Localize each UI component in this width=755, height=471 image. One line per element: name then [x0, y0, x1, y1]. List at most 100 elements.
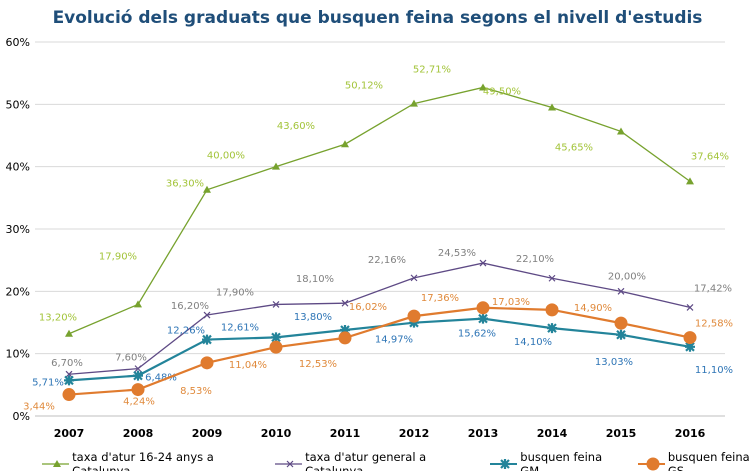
data-label: 11,04% — [229, 360, 267, 371]
legend-label: taxa d'atur general a Catalunya — [305, 450, 427, 471]
data-label: 17,03% — [492, 297, 530, 308]
x-marker — [134, 365, 142, 373]
circle-marker — [646, 457, 660, 471]
data-label: 5,71% — [32, 377, 64, 388]
x-marker — [410, 274, 418, 282]
star-marker — [500, 459, 511, 469]
x-tick-label: 2015 — [606, 427, 637, 440]
y-tick-label: 0% — [13, 410, 30, 423]
star-marker — [616, 329, 626, 340]
data-label: 49,50% — [483, 86, 521, 97]
star-marker — [478, 313, 488, 324]
series-2: 5,71% 6,48% 12,26% 12,61% 13,80% 14,97% 15,62%… — [32, 312, 733, 388]
star-marker — [202, 334, 212, 345]
x-marker — [65, 370, 73, 378]
legend-swatch — [274, 460, 303, 468]
y-tick-label: 30% — [6, 223, 30, 236]
series-line — [68, 262, 691, 375]
star-marker — [133, 370, 143, 381]
data-label: 4,24% — [123, 397, 155, 408]
triangle-marker — [548, 103, 556, 111]
data-label: 22,10% — [516, 254, 554, 265]
x-tick-label: 2008 — [123, 427, 154, 440]
legend: taxa d'atur 16-24 anys a Catalunya taxa d… — [40, 450, 755, 471]
legend-item: busquen feina GM — [488, 450, 610, 471]
data-label: 43,60% — [277, 121, 315, 132]
chart-title: Evolució dels graduats que busquen feina… — [52, 8, 703, 28]
x-tick-label: 2013 — [468, 427, 499, 440]
x-marker — [479, 259, 487, 267]
y-tick-label: 40% — [6, 161, 30, 174]
circle-marker — [683, 331, 697, 345]
series-3: 3,44% 4,24% 8,53% 11,04% 12,53% 16,02% 17,36% 1… — [23, 293, 733, 413]
triangle-marker — [134, 300, 142, 308]
data-label: 16,02% — [349, 302, 387, 313]
legend-item: busquen feina GS — [636, 450, 755, 471]
data-label: 18,10% — [296, 274, 334, 285]
data-label: 12,26% — [167, 326, 205, 337]
x-marker — [272, 300, 280, 308]
star-marker — [64, 375, 74, 386]
series-line — [68, 306, 691, 396]
triangle-marker — [53, 460, 61, 467]
series-0: 13,20% 17,90% 36,30% 40,00% 43,60% 50,12% 52,7… — [39, 64, 729, 337]
x-tick-label: 2007 — [54, 427, 85, 440]
data-label: 17,36% — [421, 293, 459, 304]
x-tick-label: 2010 — [261, 427, 292, 440]
data-label: 6,48% — [145, 373, 177, 384]
legend-label: busquen feina GM — [520, 450, 603, 471]
series-1: 6,70% 7,60% 16,20% 17,90% 18,10% 22,16% 24,53%… — [51, 248, 732, 378]
circle-marker — [338, 331, 352, 345]
data-label: 52,71% — [413, 64, 451, 75]
triangle-marker — [203, 185, 211, 193]
x-tick-label: 2014 — [537, 427, 568, 440]
x-marker — [548, 274, 556, 282]
data-label: 13,20% — [39, 313, 77, 324]
circle-marker — [62, 388, 76, 402]
triangle-marker — [410, 99, 418, 107]
y-tick-label: 60% — [6, 36, 30, 49]
data-label: 14,10% — [514, 337, 552, 348]
data-label: 17,90% — [99, 251, 137, 262]
data-label: 14,97% — [375, 335, 413, 346]
star-marker — [685, 341, 695, 352]
x-tick-label: 2011 — [330, 427, 361, 440]
data-label: 12,53% — [299, 359, 337, 370]
data-label: 17,90% — [216, 287, 254, 298]
data-label: 3,44% — [23, 402, 55, 413]
x-marker — [341, 299, 349, 307]
data-label: 24,53% — [438, 248, 476, 259]
triangle-marker — [617, 127, 625, 135]
star-marker — [547, 323, 557, 334]
legend-label: taxa d'atur 16-24 anys a Catalunya — [72, 450, 214, 471]
legend-item: taxa d'atur general a Catalunya — [273, 450, 462, 471]
legend-swatch — [637, 457, 665, 471]
data-label: 40,00% — [207, 151, 245, 162]
data-label: 16,20% — [171, 301, 209, 312]
data-label: 20,00% — [608, 271, 646, 282]
x-marker — [617, 287, 625, 295]
series-line — [68, 86, 691, 335]
data-label: 12,61% — [221, 322, 259, 333]
data-label: 17,42% — [694, 283, 732, 294]
data-label: 7,60% — [115, 353, 147, 364]
triangle-marker — [65, 329, 73, 337]
star-marker — [271, 332, 281, 343]
legend-swatch — [42, 460, 70, 467]
data-label: 37,64% — [691, 151, 729, 162]
y-tick-label: 50% — [6, 98, 30, 111]
data-label: 45,65% — [555, 142, 593, 153]
circle-marker — [545, 303, 559, 317]
data-label: 22,16% — [368, 255, 406, 266]
circle-marker — [200, 356, 214, 370]
y-tick-label: 10% — [6, 348, 30, 361]
data-label: 8,53% — [180, 386, 212, 397]
data-label: 13,03% — [595, 357, 633, 368]
x-tick-label: 2012 — [399, 427, 430, 440]
data-label: 13,80% — [294, 312, 332, 323]
x-marker — [203, 311, 211, 319]
data-label: 14,90% — [574, 303, 612, 314]
legend-swatch — [490, 459, 518, 469]
triangle-marker — [341, 140, 349, 148]
